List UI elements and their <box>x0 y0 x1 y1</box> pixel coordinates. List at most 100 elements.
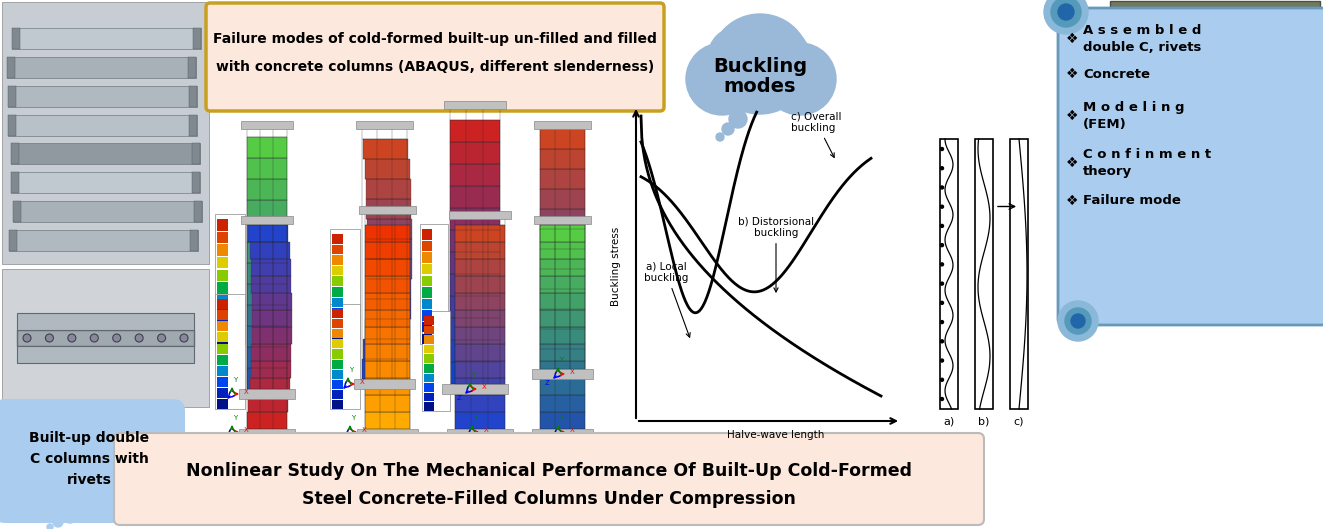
Circle shape <box>729 110 747 128</box>
Text: ❖: ❖ <box>1066 67 1078 81</box>
Bar <box>423 345 434 353</box>
Text: ❖: ❖ <box>1066 156 1078 170</box>
Bar <box>217 295 228 306</box>
Bar <box>247 242 287 263</box>
Circle shape <box>754 29 810 85</box>
Bar <box>332 287 343 297</box>
Bar <box>359 206 415 214</box>
Bar <box>442 384 508 394</box>
Text: Y: Y <box>560 357 564 363</box>
Bar <box>332 330 343 339</box>
Circle shape <box>722 123 734 135</box>
Bar <box>1271 35 1297 79</box>
Bar <box>450 318 500 340</box>
Bar <box>11 143 19 165</box>
Bar <box>450 208 500 230</box>
Bar <box>217 320 228 331</box>
Circle shape <box>1072 314 1085 328</box>
Circle shape <box>708 27 767 87</box>
Bar <box>540 329 585 349</box>
Text: Z: Z <box>545 380 550 386</box>
Bar <box>332 339 343 349</box>
Text: Y: Y <box>233 415 237 421</box>
Bar <box>247 221 287 242</box>
Bar <box>217 299 228 309</box>
Circle shape <box>1065 308 1091 334</box>
Bar <box>217 282 228 294</box>
Bar <box>332 400 343 409</box>
Bar <box>12 172 20 193</box>
Bar <box>332 319 343 329</box>
Bar <box>540 395 585 412</box>
Bar <box>217 270 228 281</box>
Text: ❖: ❖ <box>1066 32 1078 46</box>
Bar <box>251 344 291 361</box>
Bar <box>532 429 593 439</box>
Bar <box>540 327 585 344</box>
Bar <box>366 259 411 279</box>
Bar <box>540 225 585 242</box>
Bar <box>1126 119 1150 163</box>
Circle shape <box>180 334 188 342</box>
Circle shape <box>45 334 53 342</box>
Bar <box>1216 15 1308 91</box>
Bar <box>247 326 287 347</box>
Circle shape <box>112 334 120 342</box>
Text: modes: modes <box>724 78 796 96</box>
Bar <box>17 346 194 363</box>
Bar <box>247 284 287 305</box>
Bar <box>455 361 505 378</box>
Bar <box>450 274 500 296</box>
Bar <box>423 335 434 344</box>
Bar <box>423 354 434 363</box>
Bar <box>540 412 585 429</box>
Bar <box>332 244 343 254</box>
Text: X: X <box>484 427 488 433</box>
Bar <box>217 310 228 320</box>
Bar <box>8 86 197 107</box>
Bar <box>366 199 411 219</box>
Bar <box>419 224 448 344</box>
Text: Built-up double
C columns with
rivets: Built-up double C columns with rivets <box>29 432 149 487</box>
Bar <box>249 225 288 242</box>
Text: X: X <box>363 427 366 433</box>
Bar <box>455 395 505 412</box>
Circle shape <box>941 359 943 362</box>
Bar <box>423 383 434 392</box>
Bar <box>217 232 228 243</box>
Bar <box>241 216 292 224</box>
Bar <box>447 429 513 439</box>
Bar <box>1226 119 1250 163</box>
Bar <box>455 378 505 395</box>
FancyBboxPatch shape <box>114 433 984 525</box>
Bar <box>1117 15 1208 91</box>
Bar <box>192 143 200 165</box>
Bar <box>1117 183 1208 259</box>
Bar <box>12 28 20 49</box>
Bar <box>11 143 200 165</box>
Bar <box>365 378 410 395</box>
Circle shape <box>941 340 943 343</box>
Bar <box>9 230 198 251</box>
Bar <box>329 229 360 339</box>
Text: X: X <box>243 427 249 433</box>
Bar <box>540 349 585 369</box>
Bar <box>217 377 228 387</box>
Bar <box>247 412 287 429</box>
Bar <box>247 305 287 326</box>
Text: X: X <box>360 379 365 385</box>
Bar <box>1110 1 1320 265</box>
Bar <box>217 354 228 364</box>
Bar <box>423 316 434 325</box>
Bar <box>540 378 585 395</box>
Circle shape <box>53 517 64 527</box>
Circle shape <box>941 186 943 189</box>
Bar <box>332 308 343 318</box>
Bar <box>540 310 585 327</box>
Text: ❖: ❖ <box>1066 194 1078 208</box>
Bar <box>422 311 431 321</box>
Bar <box>1172 203 1196 247</box>
Text: Buckling: Buckling <box>713 58 807 77</box>
Bar <box>455 276 505 293</box>
Bar <box>8 115 16 135</box>
